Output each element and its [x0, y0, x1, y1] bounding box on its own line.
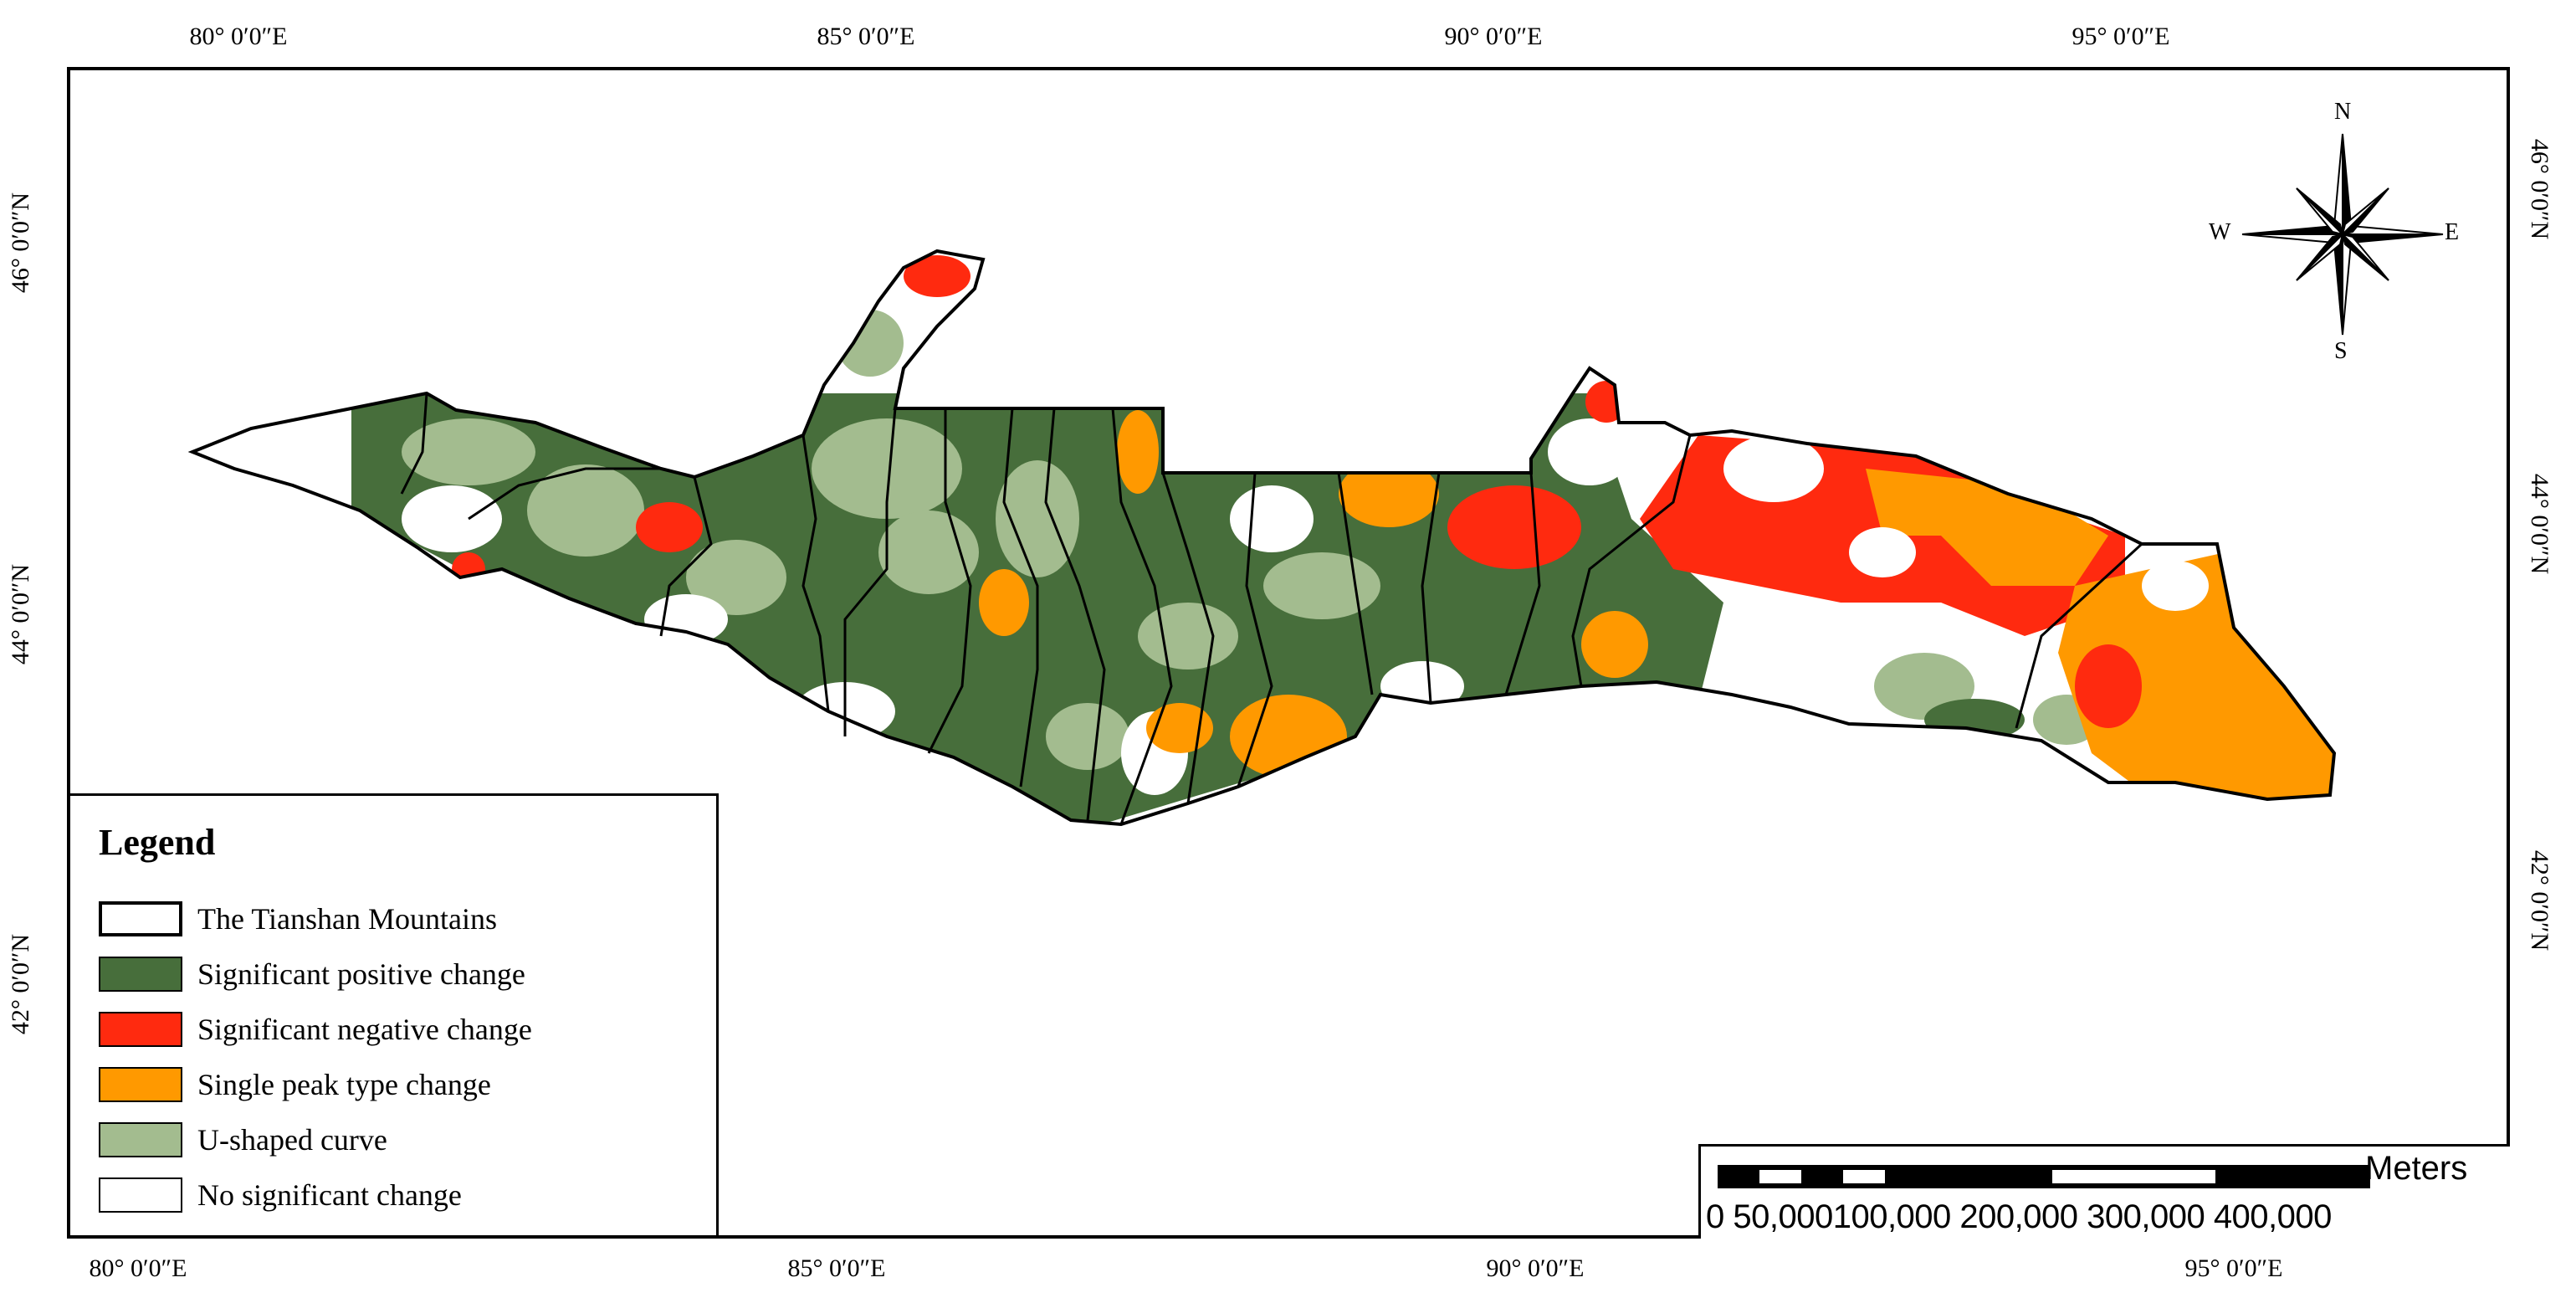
legend-swatch-single-peak: [99, 1067, 182, 1102]
lon-tick-bottom-80: 80° 0′0″E: [89, 1254, 187, 1282]
basin-boundaries: [400, 392, 2143, 825]
lat-tick-left-42: 42° 0′0″N: [7, 933, 35, 1035]
scale-distance-labels: 0 50,000100,000 200,000 300,000 400,000: [1706, 1198, 2332, 1235]
scale-unit-label: Meters: [2365, 1150, 2468, 1187]
change-raster: [192, 251, 2334, 824]
lon-tick-top-80: 80° 0′0″E: [189, 23, 288, 50]
legend-box: Legend The Tianshan Mountains Significan…: [70, 793, 719, 1235]
lat-tick-right-42: 42° 0′0″N: [2526, 849, 2554, 952]
compass-rose-icon: [2241, 133, 2444, 336]
legend-label: U-shaped curve: [197, 1123, 387, 1157]
scale-bar: Meters 0 50,000100,000 200,000 300,000 4…: [1698, 1144, 2510, 1239]
lat-tick-left-44: 44° 0′0″N: [7, 563, 35, 665]
legend-title: Legend: [99, 822, 216, 863]
lat-tick-left-46: 46° 0′0″N: [7, 192, 35, 294]
legend-item-u-shaped: U-shaped curve: [99, 1119, 387, 1161]
lon-tick-top-85: 85° 0′0″E: [817, 23, 915, 50]
compass-south-label: S: [2334, 338, 2348, 364]
legend-swatch-negative: [99, 1012, 182, 1047]
legend-item-negative: Significant negative change: [99, 1008, 532, 1050]
compass-north-label: N: [2334, 99, 2352, 125]
legend-item-positive: Significant positive change: [99, 953, 525, 995]
lat-tick-right-44: 44° 0′0″N: [2526, 473, 2554, 575]
scale-bar-graphic: [1718, 1165, 2370, 1188]
lon-tick-top-95: 95° 0′0″E: [2072, 23, 2170, 50]
lon-tick-bottom-90: 90° 0′0″E: [1486, 1254, 1585, 1282]
legend-label: The Tianshan Mountains: [197, 902, 498, 936]
legend-label: Single peak type change: [197, 1068, 491, 1101]
compass-west-label: W: [2209, 219, 2231, 245]
lon-tick-bottom-95: 95° 0′0″E: [2184, 1254, 2283, 1282]
lon-tick-bottom-85: 85° 0′0″E: [787, 1254, 886, 1282]
legend-swatch-tianshan: [99, 901, 182, 936]
legend-swatch-u-shaped: [99, 1122, 182, 1157]
lon-tick-top-90: 90° 0′0″E: [1444, 23, 1543, 50]
legend-label: Significant positive change: [197, 957, 525, 991]
lat-tick-right-46: 46° 0′0″N: [2526, 138, 2554, 240]
legend-swatch-no-change: [99, 1177, 182, 1213]
legend-item-tianshan: The Tianshan Mountains: [99, 898, 497, 940]
compass-east-label: E: [2445, 219, 2460, 245]
legend-item-single-peak: Single peak type change: [99, 1064, 491, 1106]
legend-swatch-positive: [99, 957, 182, 992]
legend-label: No significant change: [197, 1178, 462, 1212]
legend-item-no-change: No significant change: [99, 1174, 462, 1216]
legend-label: Significant negative change: [197, 1013, 532, 1046]
